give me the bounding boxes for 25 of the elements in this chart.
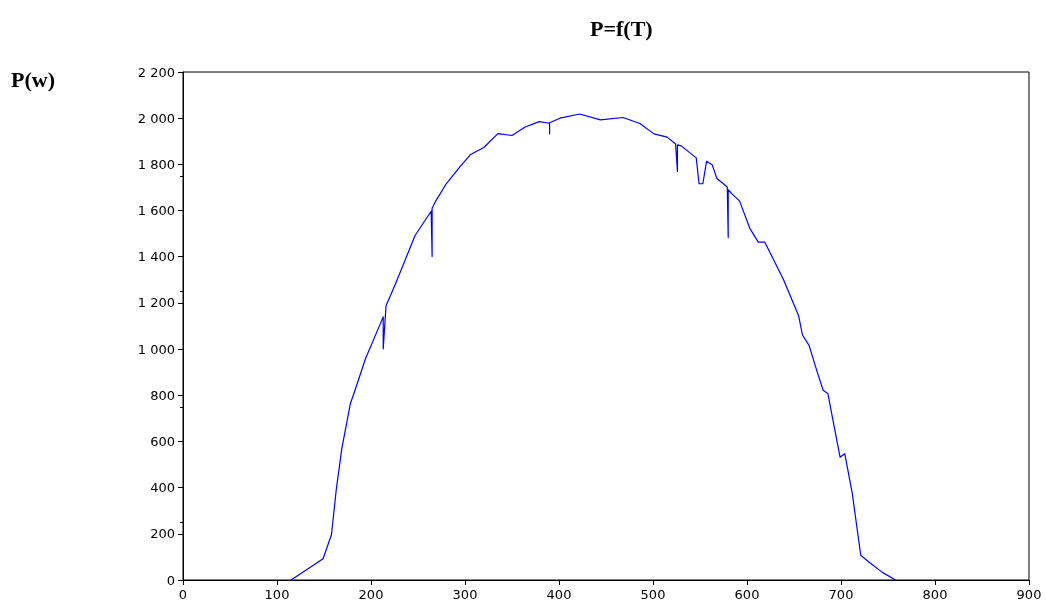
chart-title: P=f(T) [590, 15, 653, 41]
x-tick-label: 300 [452, 587, 478, 602]
x-tick-label: 900 [1016, 587, 1042, 602]
y-axis-title: P(w) [11, 66, 55, 92]
x-tick-label: 800 [922, 587, 948, 602]
y-tick-label: 200 [150, 526, 175, 542]
y-tick-label: 800 [150, 387, 175, 403]
y-tick-label: 600 [150, 433, 175, 449]
x-tick-label: 600 [734, 587, 760, 602]
x-tick-label: 700 [828, 587, 854, 602]
y-tick-label: 1 800 [137, 156, 175, 172]
y-tick-label: 0 [166, 572, 175, 588]
y-tick-label: 1 400 [137, 249, 175, 265]
x-tick-label: 100 [264, 587, 290, 602]
x-tick-label: 400 [546, 587, 572, 602]
y-tick-label: 1 200 [137, 295, 175, 311]
x-tick-label: 500 [640, 587, 666, 602]
y-tick-label: 1 600 [137, 203, 175, 219]
x-tick-label: 200 [358, 587, 384, 602]
y-tick-label: 1 000 [137, 341, 175, 357]
line-series [290, 113, 897, 581]
y-tick-label: 400 [150, 480, 175, 496]
x-tick-label: 0 [178, 587, 188, 602]
y-tick-label: 2 200 [137, 64, 175, 80]
y-tick-label: 2 000 [137, 110, 175, 126]
